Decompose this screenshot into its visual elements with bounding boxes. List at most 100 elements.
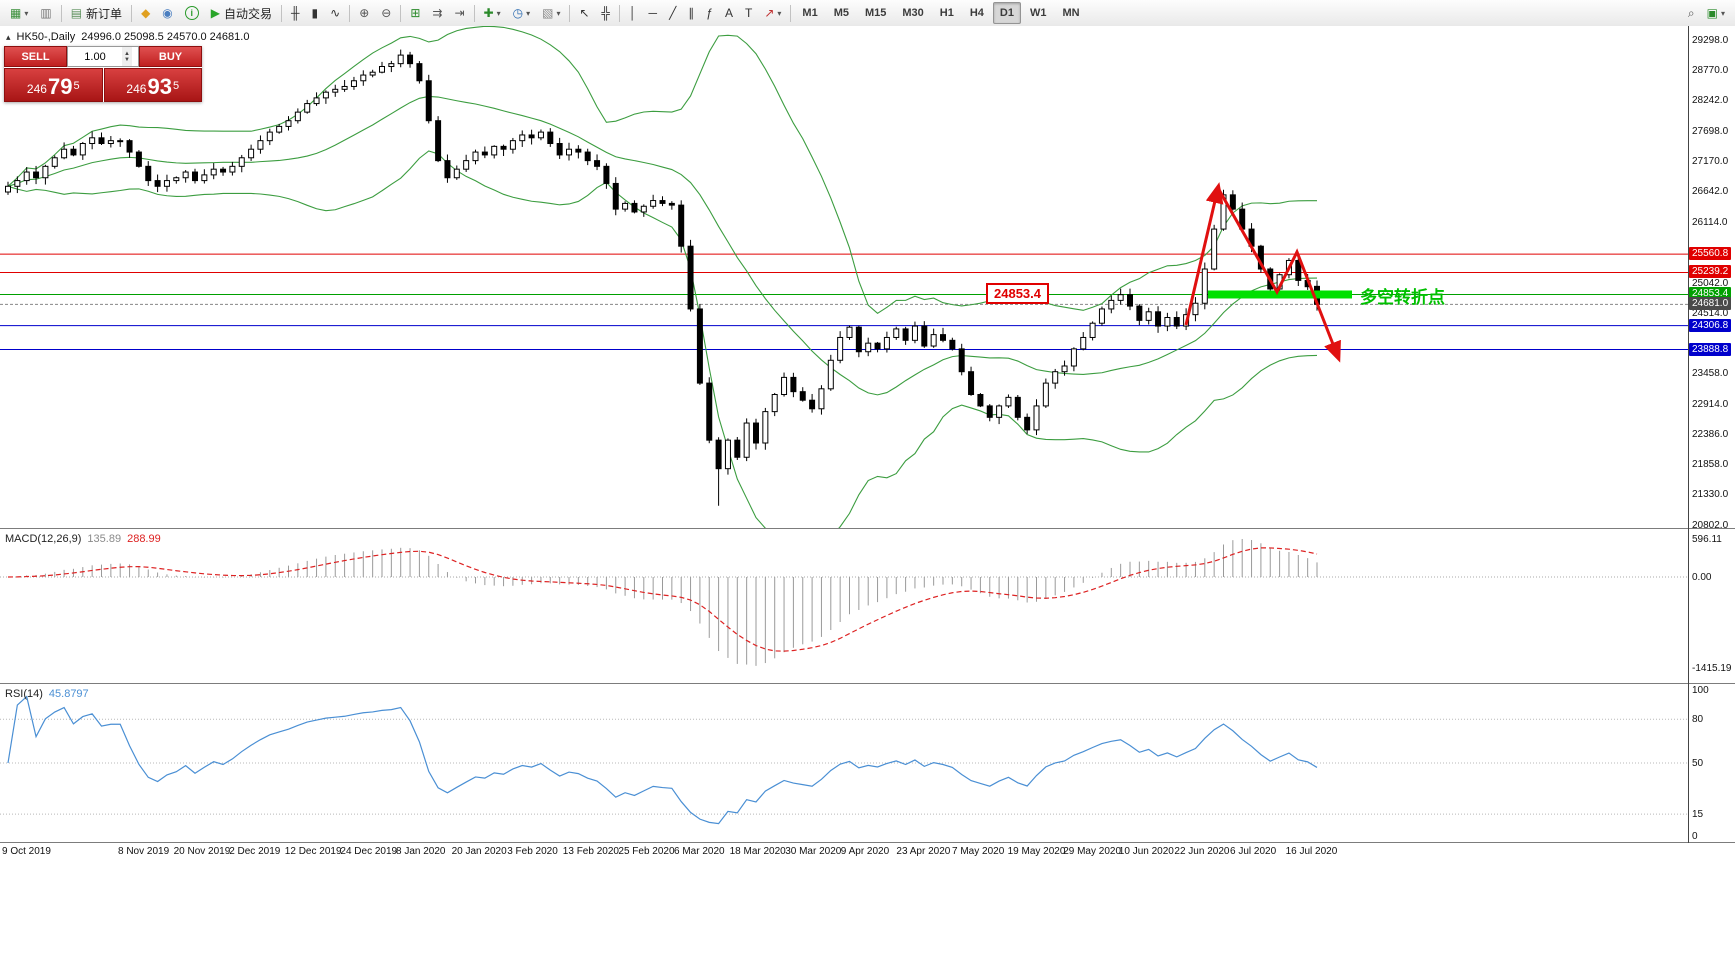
rsi-label: RSI(14): [5, 688, 43, 700]
templates-button[interactable]: ▧ ▾: [537, 2, 565, 24]
new-chart-button-caret[interactable]: ▾: [24, 8, 29, 18]
timeframe-m15[interactable]: M15: [864, 7, 887, 19]
data-window-button-caret[interactable]: ▾: [1720, 8, 1725, 18]
channel-button[interactable]: ∥: [683, 2, 699, 24]
date-label: 6 Jul 2020: [1230, 846, 1277, 857]
vertical-line-button[interactable]: │: [624, 2, 642, 24]
trade-panel-toggle[interactable]: ▴: [6, 31, 11, 42]
price-level-badge: 25560.8: [1689, 247, 1732, 261]
date-label: 3 Feb 2020: [507, 846, 558, 857]
timeframe-h1[interactable]: H1: [939, 7, 954, 19]
tile-windows-button[interactable]: ⊞: [405, 2, 425, 24]
indicators-button-caret[interactable]: ▾: [496, 8, 501, 18]
date-label: 13 Feb 2020: [562, 846, 619, 857]
timeframe-m5[interactable]: M5: [833, 7, 849, 19]
trendline-button[interactable]: ╱: [664, 2, 681, 24]
timeframe-d1[interactable]: D1: [992, 2, 1021, 24]
crosshair-icon: ╬: [601, 6, 611, 20]
price-axis[interactable]: [1688, 26, 1735, 843]
date-label: 18 Mar 2020: [729, 846, 786, 857]
arrows-button-caret[interactable]: ▾: [777, 8, 782, 18]
y-axis-tick: 25042.0: [1692, 277, 1729, 289]
price-level-badge: 24306.8: [1689, 318, 1732, 332]
sell-price[interactable]: 246 79 5: [4, 68, 103, 102]
autotrading-button[interactable]: ▶ 自动交易: [206, 2, 277, 24]
macd-indicator-canvas[interactable]: [0, 529, 1688, 683]
indicators-button[interactable]: ✚ ▾: [479, 2, 506, 24]
alerts-button[interactable]: ◆: [136, 2, 155, 24]
horizontal-line-button[interactable]: ─: [644, 2, 663, 24]
fibonacci-button[interactable]: ƒ: [701, 2, 718, 24]
candlestick-chart-button[interactable]: ▮: [307, 2, 324, 24]
timeframe-h4[interactable]: H4: [969, 7, 984, 19]
macd-signal-line: [7, 547, 1318, 652]
profiles-icon: ▥: [40, 6, 52, 20]
price-digits: 79: [47, 74, 73, 99]
rsi-axis-tick: 15: [1692, 809, 1704, 821]
price-level-badge: 25239.2: [1689, 265, 1732, 279]
toolbar-separator: [349, 4, 351, 22]
line-chart-icon: ∿: [330, 6, 341, 20]
auto-scroll-icon: ⇉: [432, 6, 443, 20]
timeframe-m30[interactable]: M30: [902, 7, 924, 19]
data-window-button[interactable]: ▣ ▾: [1702, 2, 1730, 24]
sell-button[interactable]: SELL: [4, 46, 67, 67]
time-axis[interactable]: 9 Oct 2019 8 Nov 2019 20 Nov 2019 2 Dec 201…: [0, 843, 1735, 861]
new-order-button[interactable]: ▤ 新订单: [66, 2, 127, 24]
zoom-in-button[interactable]: ⊕: [354, 2, 374, 24]
buy-price[interactable]: 246 93 5: [103, 68, 202, 102]
panel-separator[interactable]: [0, 683, 1735, 684]
toolbar-separator: [60, 4, 62, 22]
rsi-indicator-canvas[interactable]: [0, 684, 1688, 842]
info-button[interactable]: i: [180, 2, 204, 24]
cursor-button[interactable]: ↖: [574, 2, 594, 24]
new-chart-button[interactable]: ▦ ▾: [5, 2, 33, 24]
main-chart-canvas[interactable]: [0, 26, 1688, 528]
templates-button-caret[interactable]: ▾: [556, 8, 561, 18]
support-zone-bar[interactable]: [1208, 290, 1352, 299]
y-axis-tick: 22386.0: [1692, 429, 1729, 441]
timeframe-w1[interactable]: W1: [1029, 7, 1047, 19]
community-button[interactable]: ◉: [157, 2, 177, 24]
zoom-out-button[interactable]: ⊖: [376, 2, 396, 24]
price-level-annotation[interactable]: 24853.4: [986, 283, 1049, 305]
timeframe-m1[interactable]: M1: [802, 7, 818, 19]
panel-separator[interactable]: [0, 528, 1735, 529]
timeframe-mn[interactable]: MN: [1062, 7, 1080, 19]
chart-shift-button[interactable]: ⇥: [449, 2, 469, 24]
trend-arrow-1[interactable]: [1216, 187, 1341, 363]
rsi-axis-tick: 80: [1692, 714, 1704, 726]
periods-button[interactable]: ◷ ▾: [508, 2, 536, 24]
turning-point-note[interactable]: 多空转折点: [1360, 288, 1445, 308]
arrows-button[interactable]: ↗ ▾: [759, 2, 786, 24]
date-label: 10 Jun 2020: [1118, 846, 1174, 857]
data-window-icon: ▣: [1706, 6, 1718, 20]
bar-chart-button[interactable]: ╫: [286, 2, 305, 24]
macd-axis-tick: 0.00: [1692, 572, 1712, 583]
stepper-down-icon[interactable]: ▼: [124, 56, 130, 63]
y-axis-tick: 21858.0: [1692, 459, 1729, 471]
bollinger-upper: [7, 26, 1318, 314]
auto-scroll-button[interactable]: ⇉: [427, 2, 447, 24]
line-chart-button[interactable]: ∿: [325, 2, 345, 24]
volume-stepper[interactable]: ▲ ▼: [122, 47, 132, 66]
trend-arrow-0[interactable]: [1184, 182, 1224, 326]
date-label: 25 Feb 2020: [618, 846, 675, 857]
text-button[interactable]: A: [720, 2, 738, 24]
macd-main-value: 135.89: [87, 533, 122, 545]
volume-input[interactable]: [68, 47, 122, 66]
price-digits: 93: [147, 74, 172, 99]
crosshair-button[interactable]: ╬: [597, 2, 616, 24]
y-axis-tick: 26642.0: [1692, 186, 1729, 198]
macd-axis-tick: 596.11: [1692, 533, 1722, 545]
buy-button[interactable]: BUY: [139, 46, 202, 67]
search-button[interactable]: ⌕: [1683, 2, 1700, 24]
periods-button-caret[interactable]: ▾: [526, 8, 531, 18]
price-digits: 5: [172, 79, 180, 92]
stepper-up-icon[interactable]: ▲: [124, 50, 130, 57]
price-digits: 5: [73, 79, 80, 92]
label-button[interactable]: T: [740, 2, 757, 24]
date-label: 9 Apr 2020: [840, 846, 890, 857]
profiles-button[interactable]: ▥: [35, 2, 56, 24]
horizontal-line-icon: ─: [648, 6, 658, 20]
